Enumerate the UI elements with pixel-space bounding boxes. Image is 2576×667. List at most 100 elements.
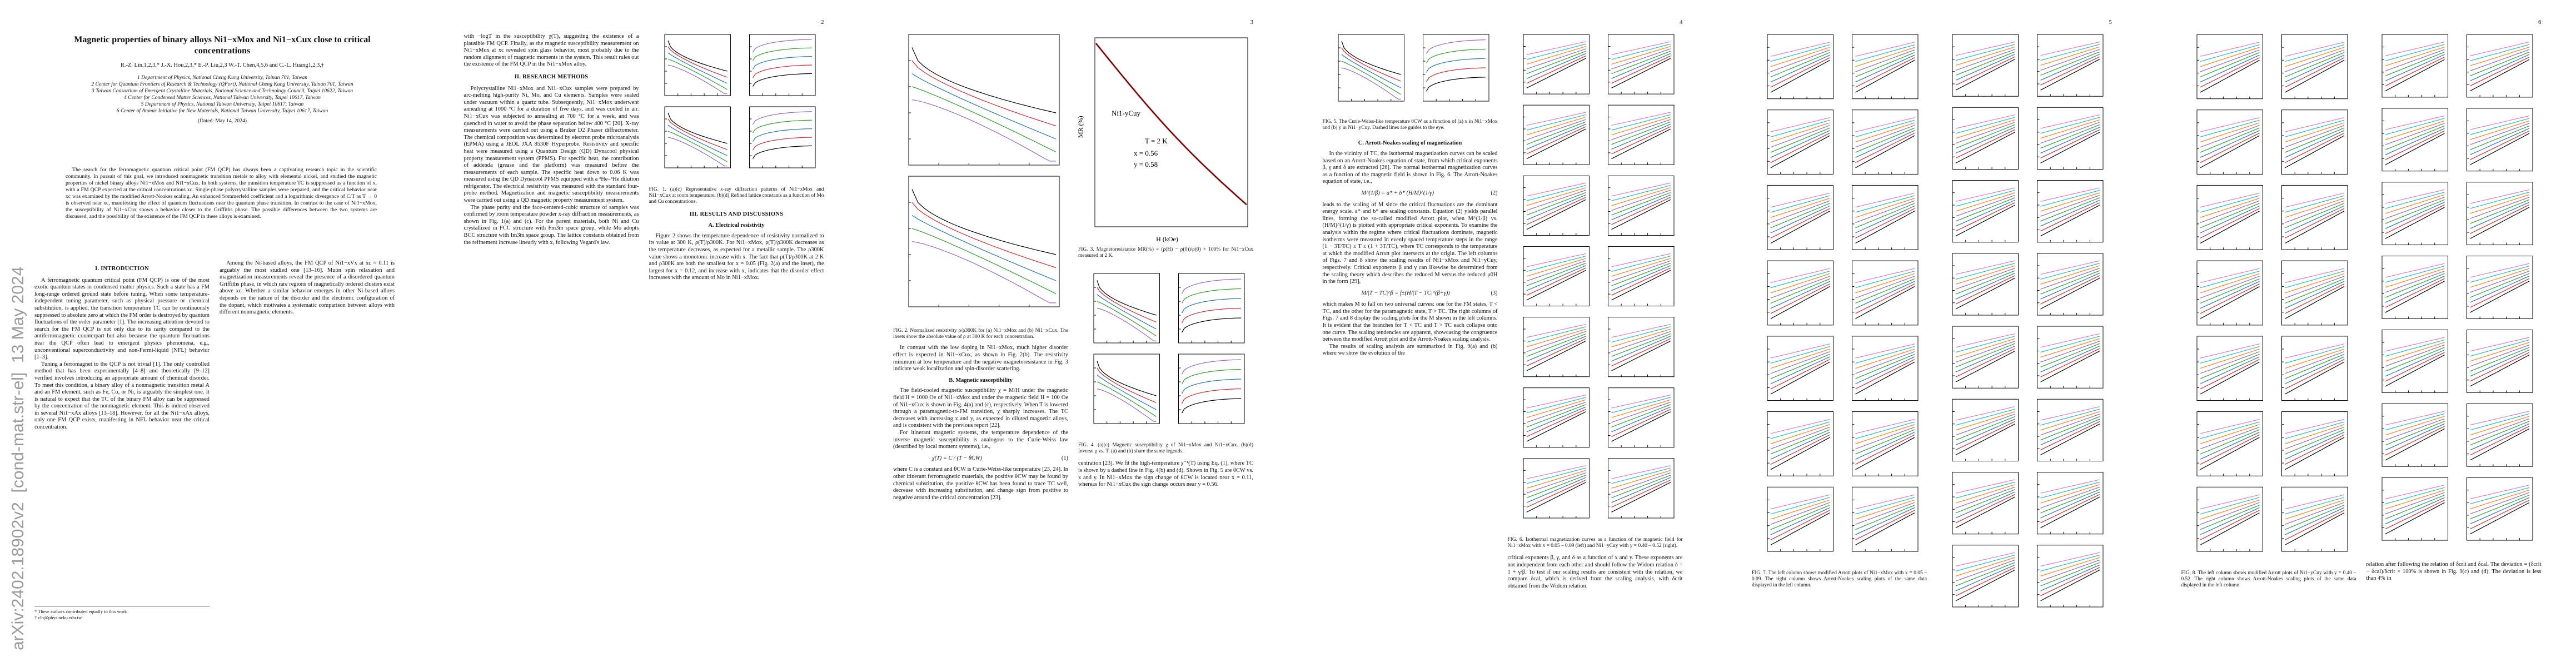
- footnote: † clh@phys.ncku.edu.tw: [34, 615, 82, 620]
- curve: [2469, 500, 2529, 530]
- curve: [1955, 200, 2015, 227]
- panel-frame: [1523, 175, 1590, 236]
- paragraph: The phase purity and the face-centered-c…: [464, 204, 639, 246]
- column: FIG. 5. The Curie-Weiss-like temperature…: [1323, 119, 1498, 357]
- panel-frame: [2466, 182, 2533, 246]
- curve: [1526, 253, 1586, 267]
- curve: [1526, 397, 1586, 414]
- panel-frame: [1952, 253, 2019, 316]
- affiliation: 3 Taiwan Consortium of Emergent Crystall…: [91, 88, 353, 94]
- equation-number: (2): [1491, 190, 1498, 196]
- curve: [1097, 287, 1157, 323]
- curve: [2469, 502, 2529, 535]
- curve: [1955, 343, 2015, 367]
- equation-body: χ(T) = C / (T − θCW): [932, 455, 982, 461]
- panel-frame: [1952, 326, 2019, 389]
- subsection-heading: A. Electrical resistivity: [708, 222, 765, 229]
- curve: [1955, 419, 2015, 446]
- curve: [2040, 192, 2100, 212]
- curve: [1955, 481, 2015, 499]
- curve: [1855, 122, 1915, 143]
- curve: [1770, 283, 1830, 314]
- curve: [1955, 267, 2015, 290]
- curve: [667, 52, 728, 84]
- curve: [2284, 349, 2344, 369]
- footnote: * These authors contributed equally to t…: [34, 609, 127, 614]
- curve: [752, 145, 812, 159]
- curve: [1770, 437, 1830, 470]
- curve: [2284, 130, 2344, 158]
- curve: [2284, 208, 2344, 238]
- panel-frame: [2381, 477, 2448, 541]
- curve: [2040, 552, 2100, 567]
- curve: [1770, 278, 1830, 304]
- curve: [1955, 58, 2015, 91]
- curve: [1955, 270, 2015, 295]
- curve: [1770, 419, 1830, 434]
- curve: [1426, 58, 1486, 73]
- curve: [2200, 208, 2260, 238]
- curve: [2284, 54, 2344, 83]
- curve: [2040, 489, 2100, 514]
- curve: [911, 60, 1057, 127]
- curve: [1770, 211, 1830, 244]
- curve: [2284, 273, 2344, 293]
- curve: [1611, 479, 1671, 508]
- curve: [1770, 507, 1830, 535]
- curve: [2385, 487, 2445, 505]
- column: I. INTRODUCTION A ferromagnetic quantum …: [34, 260, 210, 431]
- figure-1: [664, 34, 815, 168]
- curve: [1097, 280, 1157, 316]
- curve: [1611, 395, 1671, 409]
- curve: [2284, 426, 2344, 450]
- panel-frame: [2281, 336, 2348, 401]
- curve: [2040, 129, 2100, 159]
- curve: [1526, 338, 1586, 366]
- curve: [1855, 47, 1915, 67]
- curve: [2385, 199, 2445, 224]
- figure-caption: FIG. 4. (a)(c) Magnetic susceptibility χ…: [1078, 442, 1253, 455]
- curve: [1770, 54, 1830, 83]
- paragraph: Tuning a ferromagnet to the QCP is not t…: [34, 361, 210, 431]
- curve: [2200, 117, 2260, 132]
- curve: [1855, 502, 1915, 525]
- curve: [1526, 119, 1586, 140]
- curve: [2200, 52, 2260, 77]
- panel-frame: [2381, 182, 2448, 246]
- curve: [2040, 569, 2100, 601]
- curve: [2284, 203, 2344, 228]
- curve: [1611, 409, 1671, 437]
- curve: [1095, 43, 1247, 205]
- curve: [1611, 121, 1671, 145]
- equation-body: M^(1/β) = a* + b* (H/M)^(1/γ): [1361, 190, 1434, 196]
- panel-frame: [1523, 34, 1590, 94]
- panel-frame: [2196, 34, 2263, 99]
- panel-frame: [1338, 34, 1404, 102]
- curve: [1526, 265, 1586, 291]
- curve: [1855, 494, 1915, 510]
- footnotes: * These authors contributed equally to t…: [34, 606, 210, 621]
- curve: [2385, 194, 2445, 214]
- curve: [2284, 437, 2344, 470]
- curve: [2040, 190, 2100, 207]
- panel-frame: [749, 106, 815, 168]
- curve: [1097, 388, 1157, 422]
- curve: [2040, 46, 2100, 66]
- curve: [2385, 128, 2445, 155]
- curve: [1611, 195, 1671, 221]
- panel-frame: [2281, 411, 2348, 476]
- curve: [1770, 125, 1830, 148]
- curve: [1526, 197, 1586, 225]
- curve: [2385, 423, 2445, 451]
- curve: [1526, 326, 1586, 343]
- curve: [2040, 424, 2100, 455]
- curve: [1526, 53, 1586, 79]
- title: Magnetic properties of binary alloys Ni1…: [74, 35, 371, 56]
- curve: [2040, 484, 2100, 504]
- curve: [1955, 124, 2015, 149]
- page-number: 3: [1250, 19, 1254, 26]
- curve: [752, 111, 812, 125]
- curve: [2284, 192, 2344, 208]
- curve: [1526, 121, 1586, 145]
- curve: [1955, 119, 2015, 139]
